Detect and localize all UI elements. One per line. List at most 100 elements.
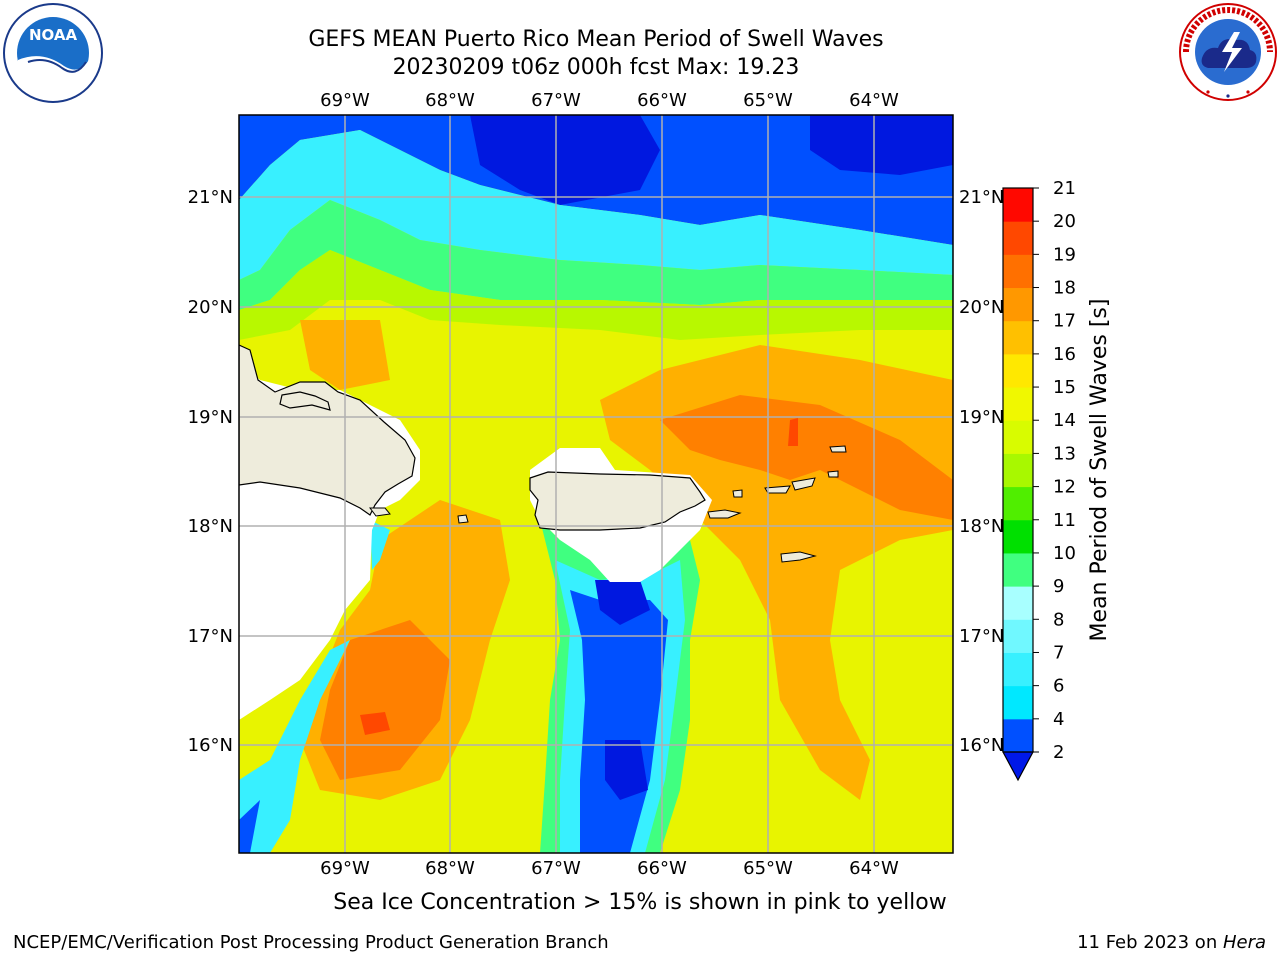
field-lime-north xyxy=(239,250,953,340)
field-darkorange-east xyxy=(660,395,953,520)
field-cyan-mona xyxy=(370,520,390,570)
lon-label: 67°W xyxy=(531,858,581,879)
lon-label: 66°W xyxy=(637,90,687,111)
colorbar-tick-label: 4 xyxy=(1053,709,1064,730)
sea-ice-caption: Sea Ice Concentration > 15% is shown in … xyxy=(333,890,947,915)
lat-label: 16°N xyxy=(188,735,233,756)
lat-label: 18°N xyxy=(959,516,1004,537)
colorbar-segment xyxy=(1003,453,1033,488)
colorbar-tick-label: 2 xyxy=(1053,742,1064,763)
colorbar-segment xyxy=(1003,254,1033,289)
lon-labels-top: 69°W 68°W 67°W 66°W 65°W 64°W xyxy=(320,90,899,111)
lon-label: 65°W xyxy=(743,90,793,111)
lat-label: 16°N xyxy=(959,735,1004,756)
colorbar-tick-label: 7 xyxy=(1053,642,1064,663)
island-st-croix xyxy=(780,551,817,563)
field-layer xyxy=(239,115,953,853)
islet-saona xyxy=(369,507,391,517)
lon-label: 67°W xyxy=(531,90,581,111)
gridlines xyxy=(239,115,953,853)
colorbar-tick-label: 6 xyxy=(1053,676,1064,697)
lat-label: 21°N xyxy=(188,187,233,208)
island-culebra xyxy=(732,489,743,498)
chart-subtitle: 20230209 t06z 000h fcst Max: 19.23 xyxy=(392,55,800,80)
footer-date: 11 Feb 2023 on Hera xyxy=(1077,932,1266,953)
colorbar-tick-label: 11 xyxy=(1053,510,1076,531)
colorbar-tick-label: 9 xyxy=(1053,576,1064,597)
colorbar-tick-label: 8 xyxy=(1053,609,1064,630)
field-deepblue-north-a xyxy=(470,115,660,205)
island-virgin-gorda xyxy=(827,470,839,478)
colorbar-tick-label: 17 xyxy=(1053,311,1076,332)
lon-label: 66°W xyxy=(637,858,687,879)
colorbar-tick-label: 12 xyxy=(1053,477,1076,498)
noaa-logo: NOAA xyxy=(3,3,103,103)
colorbar-segment xyxy=(1003,486,1033,521)
lat-label: 21°N xyxy=(959,187,1004,208)
colorbar: 2 4 6 7 8 9 10 11 12 13 14 15 16 17 18 19 20 21 xyxy=(1001,178,1076,782)
colorbar-tick-label: 19 xyxy=(1053,244,1076,265)
colorbar-segment xyxy=(1003,287,1033,322)
colorbar-segment xyxy=(1003,552,1033,587)
colorbar-segment xyxy=(1003,188,1033,222)
lat-label: 17°N xyxy=(188,626,233,647)
field-redorange-southwest xyxy=(360,712,390,735)
colorbar-tick-label: 18 xyxy=(1053,278,1076,299)
colorbar-segment xyxy=(1003,320,1033,355)
field-blue-southwest xyxy=(239,800,260,853)
colorbar-segment xyxy=(1003,652,1033,687)
colorbar-segment xyxy=(1003,519,1033,554)
lat-label: 19°N xyxy=(959,407,1004,428)
lat-label: 18°N xyxy=(188,516,233,537)
colorbar-segment xyxy=(1003,221,1033,255)
lat-label: 19°N xyxy=(188,407,233,428)
colorbar-extend-arrow xyxy=(1001,751,1035,782)
field-redorange-east xyxy=(788,418,798,446)
field-deepblue-trough-b xyxy=(605,740,648,800)
island-anegada xyxy=(829,445,847,453)
island-st-thomas xyxy=(764,485,791,494)
lon-label: 68°W xyxy=(425,90,475,111)
footer-date-text: 11 Feb 2023 on xyxy=(1077,932,1223,953)
colorbar-frame xyxy=(1002,187,1034,753)
colorbar-segment xyxy=(1003,718,1033,753)
colorbar-segment xyxy=(1003,619,1033,653)
field-darkorange-southwest xyxy=(320,620,450,780)
colorbar-segment xyxy=(1003,586,1033,620)
lat-labels-left: 21°N 20°N 19°N 18°N 17°N 16°N xyxy=(188,187,233,756)
hispaniola-peninsula xyxy=(279,391,331,411)
island-vieques xyxy=(707,509,742,519)
lon-label: 69°W xyxy=(320,858,370,879)
colorbar-tick-label: 21 xyxy=(1053,178,1076,199)
lon-label: 68°W xyxy=(425,858,475,879)
lon-label: 64°W xyxy=(849,90,899,111)
noaa-logo-text: NOAA xyxy=(29,26,78,44)
colorbar-segment xyxy=(1003,353,1033,388)
lon-label: 64°W xyxy=(849,858,899,879)
lat-label: 17°N xyxy=(959,626,1004,647)
field-deepblue-trough-a xyxy=(595,580,650,625)
field-deepblue-north-b xyxy=(810,115,953,175)
islet-mona xyxy=(457,514,469,524)
colorbar-tick-label: 20 xyxy=(1053,211,1076,232)
colorbar-tick-label: 15 xyxy=(1053,377,1076,398)
colorbar-tick-label: 10 xyxy=(1053,543,1076,564)
lon-label: 65°W xyxy=(743,858,793,879)
hispaniola-land xyxy=(239,344,416,516)
colorbar-tick-label: 14 xyxy=(1053,410,1076,431)
field-green-north xyxy=(239,200,953,310)
colorbar-tick-label: 13 xyxy=(1053,443,1076,464)
field-cyan-southwest xyxy=(239,640,350,853)
colorbar-label: Mean Period of Swell Waves [s] xyxy=(1087,299,1112,642)
lat-label: 20°N xyxy=(959,297,1004,318)
colorbar-tick-label: 16 xyxy=(1053,344,1076,365)
footer-host: Hera xyxy=(1222,932,1266,953)
nws-logo xyxy=(1179,3,1277,101)
chart-title: GEFS MEAN Puerto Rico Mean Period of Swe… xyxy=(308,27,884,52)
lat-labels-right: 21°N 20°N 19°N 18°N 17°N 16°N xyxy=(959,187,1004,756)
colorbar-segment xyxy=(1003,420,1033,454)
colorbar-segment xyxy=(1003,685,1033,720)
colorbar-segment xyxy=(1003,387,1033,421)
field-cyan-north xyxy=(239,130,953,280)
